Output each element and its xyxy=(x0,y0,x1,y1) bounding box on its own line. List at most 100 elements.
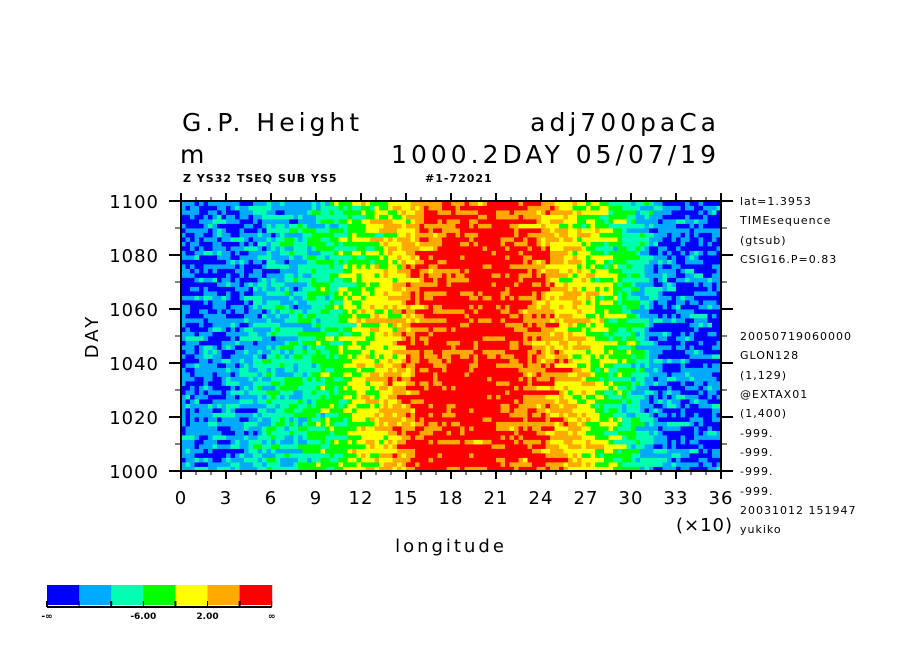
heatmap-cell xyxy=(554,435,560,440)
heatmap-cell xyxy=(703,426,708,431)
heatmap-cell xyxy=(586,336,591,341)
heatmap-cell xyxy=(716,376,722,382)
heatmap-cell xyxy=(424,462,429,467)
heatmap-cell xyxy=(185,439,191,445)
heatmap-cell xyxy=(608,435,614,440)
heatmap-cell xyxy=(446,372,452,377)
heatmap-cell xyxy=(347,426,353,431)
heatmap-cell xyxy=(271,349,276,355)
heatmap-cell xyxy=(437,444,443,449)
heatmap-cell xyxy=(550,327,555,332)
heatmap-cell xyxy=(487,435,492,440)
heatmap-cell xyxy=(613,444,618,449)
heatmap-cell xyxy=(437,462,443,467)
heatmap-cell xyxy=(221,462,227,467)
heatmap-cell xyxy=(500,466,506,472)
heatmap-cell xyxy=(622,435,627,440)
heatmap-cell xyxy=(460,304,465,310)
heatmap-cell xyxy=(361,381,366,386)
heatmap-cell xyxy=(253,322,258,328)
heatmap-cell xyxy=(617,331,623,337)
heatmap-cell xyxy=(316,417,321,422)
heatmap-cell xyxy=(352,354,357,359)
heatmap-cell xyxy=(491,462,497,467)
heatmap-cell xyxy=(208,376,213,382)
heatmap-cell xyxy=(239,390,245,395)
heatmap-cell xyxy=(622,385,627,391)
heatmap-cell xyxy=(671,318,677,323)
heatmap-cell xyxy=(685,309,690,314)
heatmap-cell xyxy=(397,304,402,310)
heatmap-cell xyxy=(239,336,245,341)
heatmap-cell xyxy=(230,358,236,364)
heatmap-cell xyxy=(230,291,236,296)
heatmap-cell xyxy=(622,286,627,292)
heatmap-cell xyxy=(658,340,663,346)
heatmap-cell xyxy=(689,408,695,413)
heatmap-cell xyxy=(181,354,186,359)
heatmap-cell xyxy=(572,426,578,431)
heatmap-cell xyxy=(239,358,245,364)
heatmap-cell xyxy=(518,430,524,436)
heatmap-cell xyxy=(649,363,654,368)
heatmap-cell xyxy=(275,300,281,305)
heatmap-cell xyxy=(428,444,434,449)
heatmap-cell xyxy=(689,367,695,373)
heatmap-cell xyxy=(374,367,380,373)
heatmap-cell xyxy=(338,358,344,364)
heatmap-cell xyxy=(554,363,560,368)
heatmap-cell xyxy=(235,466,240,472)
heatmap-cell xyxy=(424,385,429,391)
heatmap-cell xyxy=(487,453,492,458)
heatmap-cell xyxy=(226,421,231,427)
heatmap-cell xyxy=(586,295,591,301)
heatmap-cell xyxy=(338,309,344,314)
heatmap-cell xyxy=(451,435,456,440)
heatmap-cell xyxy=(199,322,204,328)
heatmap-cell xyxy=(415,327,420,332)
heatmap-cell xyxy=(433,426,438,431)
heatmap-cell xyxy=(190,466,195,472)
heatmap-cell xyxy=(469,457,474,463)
heatmap-cell xyxy=(424,345,429,350)
heatmap-cell xyxy=(320,426,326,431)
heatmap-cell xyxy=(262,282,267,287)
heatmap-cell xyxy=(302,309,308,314)
heatmap-cell xyxy=(667,345,672,350)
heatmap-cell xyxy=(356,363,362,368)
heatmap-cell xyxy=(419,309,425,314)
heatmap-cell xyxy=(217,412,222,418)
heatmap-cell xyxy=(572,304,578,310)
heatmap-cell xyxy=(298,394,303,400)
heatmap-cell xyxy=(289,408,294,413)
heatmap-cell xyxy=(626,462,632,467)
heatmap-cell xyxy=(703,363,708,368)
heatmap-cell xyxy=(707,295,713,301)
heatmap-cell xyxy=(194,318,200,323)
heatmap-cell xyxy=(338,453,344,458)
heatmap-cell xyxy=(365,399,371,404)
heatmap-cell xyxy=(685,453,690,458)
heatmap-cell xyxy=(532,367,537,373)
heatmap-cell xyxy=(505,403,510,409)
heatmap-cell xyxy=(545,408,551,413)
heatmap-cell xyxy=(433,349,438,355)
heatmap-cell xyxy=(572,376,578,382)
heatmap-cell xyxy=(388,385,393,391)
heatmap-cell xyxy=(379,466,384,472)
heatmap-cell xyxy=(262,448,267,454)
heatmap-cell xyxy=(284,430,290,436)
heatmap-cell xyxy=(253,453,258,458)
heatmap-cell xyxy=(577,322,582,328)
heatmap-cell xyxy=(662,385,668,391)
heatmap-cell xyxy=(374,309,380,314)
heatmap-cell xyxy=(667,313,672,319)
heatmap-cell xyxy=(221,331,227,337)
heatmap-cell xyxy=(361,286,366,292)
heatmap-cell xyxy=(604,336,609,341)
heatmap-cell xyxy=(293,295,299,301)
heatmap-cell xyxy=(577,300,582,305)
heatmap-cell xyxy=(307,372,312,377)
heatmap-cell xyxy=(491,354,497,359)
heatmap-cell xyxy=(527,426,533,431)
